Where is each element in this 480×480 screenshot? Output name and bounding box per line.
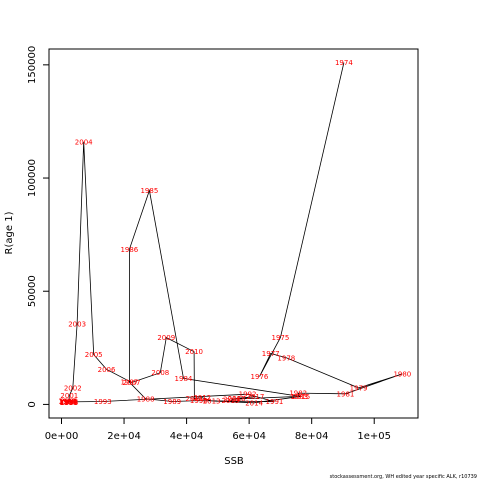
point-label-1977: 1977 <box>262 350 280 358</box>
point-label-2010: 2010 <box>185 348 203 356</box>
point-label-1989: 1989 <box>163 398 181 406</box>
point-label-1990: 1990 <box>190 397 208 405</box>
x-tick-label: 0e+00 <box>45 431 79 442</box>
point-label-1982: 1982 <box>289 390 307 398</box>
y-axis: 0 50000 100000 150000 <box>27 46 49 408</box>
point-label-1999: 1999 <box>59 399 77 407</box>
x-tick-label: 6e+04 <box>232 431 266 442</box>
point-label-2013: 2013 <box>203 398 221 406</box>
point-label-2015: 2015 <box>292 393 310 401</box>
point-label-2001: 2001 <box>60 392 78 400</box>
series-line <box>66 62 403 404</box>
point-label-2005: 2005 <box>85 351 103 359</box>
point-label-2012: 2012 <box>193 394 211 402</box>
plot-frame <box>48 48 419 419</box>
point-label-2006: 2006 <box>98 366 116 374</box>
point-label-2008: 2008 <box>151 369 169 377</box>
point-label-1976: 1976 <box>251 373 269 381</box>
point-label-1983: 1983 <box>290 393 308 401</box>
point-label-2007: 2007 <box>123 379 141 387</box>
point-label-1987: 1987 <box>120 379 138 387</box>
point-label-2004: 2004 <box>75 138 93 146</box>
series-lines <box>66 62 403 404</box>
y-tick-label: 150000 <box>27 46 38 84</box>
point-label-1995: 1995 <box>58 398 76 406</box>
point-label-2014: 2014 <box>245 399 263 407</box>
point-label-1993: 1993 <box>94 398 112 406</box>
source-footnote: stockassessment.org, WH edited year spec… <box>329 474 477 480</box>
point-label-2003: 2003 <box>68 321 86 329</box>
y-tick-label: 100000 <box>27 159 38 197</box>
point-label-1984: 1984 <box>175 375 193 383</box>
y-axis-title: R(age 1) <box>4 211 15 254</box>
point-label-1981: 1981 <box>337 390 355 398</box>
point-label-1991: 1991 <box>266 398 284 406</box>
x-axis-title: SSB <box>224 456 244 467</box>
point-label-2016: 2016 <box>223 396 241 404</box>
point-label-2002: 2002 <box>64 385 82 393</box>
x-tick-label: 8e+04 <box>295 431 329 442</box>
y-tick-label: 0 <box>27 401 38 407</box>
point-label-1975: 1975 <box>271 334 289 342</box>
point-label-1996: 1996 <box>60 399 78 407</box>
point-label-2009: 2009 <box>157 334 175 342</box>
point-label-1980: 1980 <box>393 370 411 378</box>
point-label-1994: 1994 <box>59 398 77 406</box>
point-label-2000: 2000 <box>60 398 78 406</box>
point-label-1985: 1985 <box>140 187 158 195</box>
point-label-1978: 1978 <box>277 354 295 362</box>
x-tick-label: 1e+05 <box>357 431 391 442</box>
point-label-1992: 1992 <box>239 391 257 399</box>
point-label-2019: 2019 <box>221 397 239 405</box>
point-label-2018: 2018 <box>228 395 246 403</box>
x-tick-label: 2e+04 <box>107 431 141 442</box>
point-label-1974: 1974 <box>335 59 353 67</box>
point-label-1986: 1986 <box>120 246 138 254</box>
point-label-1988: 1988 <box>137 395 155 403</box>
point-label-1997: 1997 <box>59 398 77 406</box>
point-label-1998: 1998 <box>60 399 78 407</box>
x-tick-label: 4e+04 <box>170 431 204 442</box>
point-label-1979: 1979 <box>350 384 368 392</box>
point-label-2017: 2017 <box>246 393 264 401</box>
y-tick-label: 50000 <box>27 275 38 307</box>
x-axis: 0e+00 2e+04 4e+04 6e+04 8e+04 1e+05 <box>45 418 391 442</box>
point-label-2011: 2011 <box>185 395 203 403</box>
